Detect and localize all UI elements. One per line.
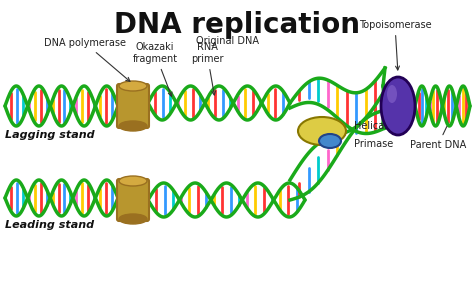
Text: DNA replication: DNA replication (114, 11, 360, 39)
Text: Parent DNA: Parent DNA (410, 126, 466, 150)
Ellipse shape (119, 121, 147, 131)
Text: Leading stand: Leading stand (5, 220, 94, 230)
Ellipse shape (119, 176, 147, 186)
Ellipse shape (381, 77, 415, 135)
Text: Primase: Primase (354, 139, 393, 149)
Ellipse shape (319, 134, 341, 148)
Text: Lagging stand: Lagging stand (5, 130, 95, 140)
Ellipse shape (119, 81, 147, 91)
Text: Topoisomerase: Topoisomerase (359, 20, 431, 70)
Text: RNA
primer: RNA primer (191, 42, 223, 95)
Ellipse shape (298, 117, 346, 145)
Text: Okazaki
fragment: Okazaki fragment (132, 42, 178, 96)
Ellipse shape (387, 85, 397, 103)
FancyBboxPatch shape (117, 179, 149, 221)
Text: Helicase: Helicase (354, 121, 395, 131)
Text: Original DNA: Original DNA (197, 36, 259, 46)
Text: DNA polymerase: DNA polymerase (44, 38, 130, 81)
Ellipse shape (119, 214, 147, 224)
FancyBboxPatch shape (117, 84, 149, 128)
